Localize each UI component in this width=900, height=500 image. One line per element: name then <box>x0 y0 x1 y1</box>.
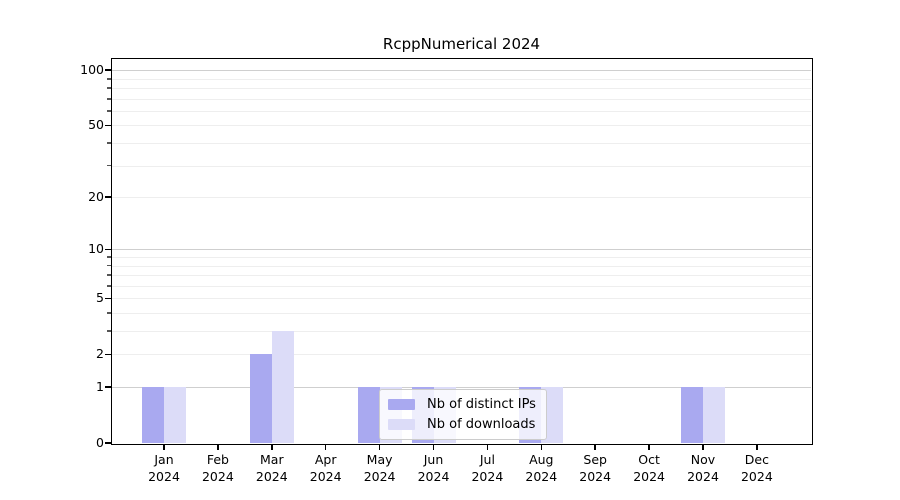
chart-title: RcppNumerical 2024 <box>382 35 541 53</box>
gridline-minor-90 <box>112 78 811 80</box>
bar-may-distinct-ips <box>357 387 380 443</box>
y-tick-5 <box>104 297 111 299</box>
gridline-minor-6 <box>112 285 811 287</box>
x-tick-feb <box>217 444 219 450</box>
x-tick-dec <box>756 444 758 450</box>
y-minor-tick-6 <box>107 285 111 287</box>
x-tick-jun <box>432 444 435 450</box>
x-tick-label-mar: Mar 2024 <box>255 452 288 484</box>
x-tick-aug <box>540 444 543 450</box>
bar-mar-distinct-ips <box>249 354 272 443</box>
gridline-minor-9 <box>112 256 811 258</box>
bar-nov-downloads <box>703 387 725 443</box>
gridline-minor-20 <box>112 197 811 199</box>
x-tick-label-apr: Apr 2024 <box>309 452 342 484</box>
gridline-minor-60 <box>112 110 811 112</box>
x-tick-label-nov: Nov 2024 <box>687 452 719 484</box>
x-tick-may <box>378 444 381 450</box>
y-tick-10 <box>104 248 111 251</box>
bar-jan-downloads <box>164 387 186 443</box>
legend: Nb of distinct IPs Nb of downloads <box>379 389 547 440</box>
y-minor-tick-30 <box>107 164 111 167</box>
y-tick-0 <box>104 442 111 444</box>
y-tick-label-1: 1 <box>96 379 104 394</box>
x-tick-label-jul: Jul 2024 <box>471 452 504 484</box>
legend-item-downloads: Nb of downloads <box>388 416 536 433</box>
bar-mar-downloads <box>271 331 294 443</box>
y-tick-2 <box>104 353 111 355</box>
x-tick-apr <box>324 444 327 450</box>
gridline-minor-8 <box>112 265 811 267</box>
y-tick-label-5: 5 <box>96 290 104 306</box>
y-tick-label-100: 100 <box>80 62 104 78</box>
y-minor-tick-4 <box>107 312 111 314</box>
y-tick-label-10: 10 <box>88 241 104 257</box>
x-tick-label-jun: Jun 2024 <box>417 452 450 484</box>
x-tick-label-aug: Aug 2024 <box>525 452 558 484</box>
downloads-swatch <box>388 419 415 430</box>
distinct-ips-swatch <box>388 399 415 410</box>
gridline-minor-4 <box>112 312 811 314</box>
x-tick-nov <box>702 444 704 450</box>
bar-nov-distinct-ips <box>681 387 703 443</box>
legend-label-distinct-ips: Nb of distinct IPs <box>427 397 536 412</box>
x-tick-label-may: May 2024 <box>363 452 396 484</box>
x-tick-oct <box>648 444 650 450</box>
gridline-major-1 <box>112 387 811 388</box>
gridline-minor-3 <box>112 331 811 332</box>
gridline-minor-2 <box>112 354 811 356</box>
x-tick-sep <box>594 444 596 450</box>
y-tick-20 <box>104 196 111 198</box>
y-tick-label-2: 2 <box>96 346 104 362</box>
y-tick-1 <box>104 386 111 388</box>
x-tick-label-dec: Dec 2024 <box>740 452 773 484</box>
x-tick-label-jan: Jan 2024 <box>148 452 180 484</box>
gridline-minor-50 <box>112 125 811 127</box>
y-minor-tick-7 <box>107 274 111 276</box>
x-tick-jan <box>163 444 165 450</box>
gridline-minor-7 <box>112 275 811 277</box>
y-tick-label-20: 20 <box>88 189 104 205</box>
y-minor-tick-9 <box>107 256 111 258</box>
gridline-minor-80 <box>112 88 811 89</box>
gridline-minor-30 <box>112 165 811 167</box>
x-tick-jul <box>486 444 489 450</box>
gridline-minor-40 <box>112 143 811 144</box>
y-minor-tick-60 <box>107 110 111 112</box>
x-tick-mar <box>271 444 273 450</box>
gridline-major-100 <box>112 70 811 72</box>
y-tick-label-0: 0 <box>96 435 104 450</box>
y-tick-100 <box>104 69 111 71</box>
y-minor-tick-3 <box>107 330 111 332</box>
x-tick-label-feb: Feb 2024 <box>201 452 234 484</box>
x-tick-label-oct: Oct 2024 <box>633 452 665 484</box>
y-minor-tick-80 <box>107 87 111 89</box>
gridline-minor-5 <box>112 298 811 300</box>
y-tick-50 <box>104 124 111 127</box>
y-minor-tick-90 <box>107 78 111 80</box>
y-minor-tick-8 <box>107 264 111 267</box>
y-tick-label-50: 50 <box>88 117 104 133</box>
y-minor-tick-40 <box>107 142 111 144</box>
gridline-major-10 <box>112 249 811 251</box>
legend-item-distinct-ips: Nb of distinct IPs <box>388 396 536 413</box>
gridline-minor-70 <box>112 98 811 100</box>
plot-area: Nb of distinct IPs Nb of downloads <box>112 59 811 443</box>
bar-jan-distinct-ips <box>142 387 164 443</box>
legend-label-downloads: Nb of downloads <box>427 417 536 432</box>
x-tick-label-sep: Sep 2024 <box>579 452 612 484</box>
y-minor-tick-70 <box>107 98 111 100</box>
